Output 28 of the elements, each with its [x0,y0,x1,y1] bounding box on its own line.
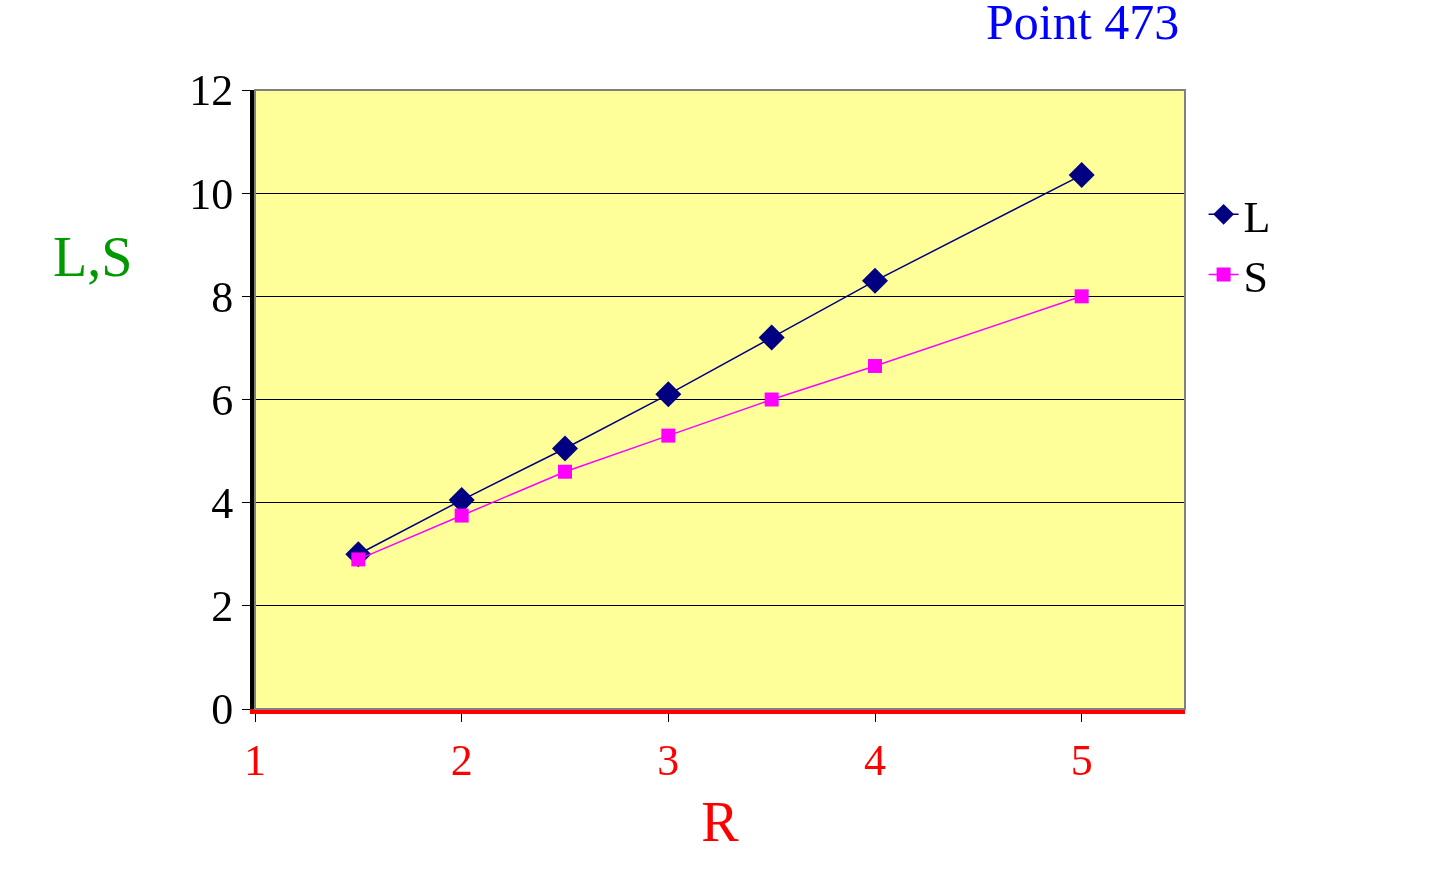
point [758,324,785,351]
legend-label: L [1243,192,1271,242]
y-tick-label: 4 [211,479,234,529]
y-tick-label: 0 [211,685,234,735]
point [1074,289,1089,304]
point [661,428,676,443]
y-tick-label: 2 [211,582,234,632]
point [454,508,469,523]
x-tick-label: 5 [1070,735,1093,785]
x-tick-label: 4 [864,735,886,785]
point [868,358,882,373]
y-axis-title: L,S [53,226,133,288]
point [862,267,888,294]
point [558,464,572,479]
point [552,435,578,462]
point [764,392,779,407]
point [1068,162,1095,189]
x-tick-label: 3 [657,735,680,785]
chart-title: Point 473 [986,0,1180,51]
x-tick-label: 1 [244,735,266,785]
legend-label: S [1243,252,1269,302]
x-axis-title: R [701,791,740,854]
x-tick-label: 2 [450,735,473,785]
y-tick-label: 12 [189,66,234,116]
point [655,381,682,408]
y-tick-label: 6 [211,375,234,425]
y-tick-label: 10 [189,169,234,219]
y-tick-label: 8 [211,272,234,322]
